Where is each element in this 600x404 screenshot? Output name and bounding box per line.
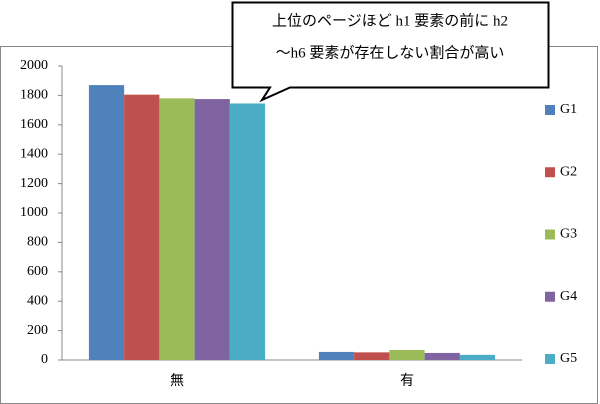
y-tick-label: 200 — [27, 323, 48, 338]
legend-label: G2 — [560, 164, 577, 179]
legend-swatch — [545, 167, 555, 178]
legend-swatch — [545, 105, 555, 115]
y-tick-label: 0 — [41, 352, 48, 367]
x-tick-label: 有 — [400, 373, 414, 389]
bar — [159, 98, 195, 360]
bar — [124, 94, 160, 360]
bar — [318, 351, 355, 360]
legend-label: G1 — [560, 102, 577, 117]
legend-swatch — [545, 354, 555, 364]
y-tick-label: 1200 — [20, 176, 48, 191]
bar — [194, 99, 230, 360]
y-tick-label: 1800 — [20, 88, 48, 103]
y-tick-label: 1600 — [20, 117, 48, 132]
y-tick-label: 1000 — [20, 205, 48, 220]
bar — [354, 352, 390, 360]
annotation: ～h6 要素が存在しない割合が高い — [276, 44, 505, 61]
bar — [389, 350, 425, 360]
y-tick-label: 800 — [27, 235, 48, 250]
x-tick-label: 無 — [170, 373, 184, 389]
callout-box — [231, 1, 550, 103]
bar — [229, 103, 266, 361]
y-tick-label: 400 — [27, 293, 48, 308]
legend-swatch — [545, 229, 555, 240]
bar — [424, 352, 460, 360]
y-tick-label: 600 — [27, 264, 48, 279]
y-tick-label: 2000 — [20, 58, 48, 73]
bar — [459, 354, 496, 360]
legend-label: G5 — [560, 351, 577, 366]
annotation: 上位のページほど h1 要素の前に h2 — [272, 12, 508, 29]
legend-label: G4 — [560, 289, 577, 304]
bar — [88, 85, 125, 361]
legend-swatch — [545, 291, 555, 302]
legend-label: G3 — [560, 227, 577, 242]
y-tick-label: 1400 — [20, 146, 48, 161]
